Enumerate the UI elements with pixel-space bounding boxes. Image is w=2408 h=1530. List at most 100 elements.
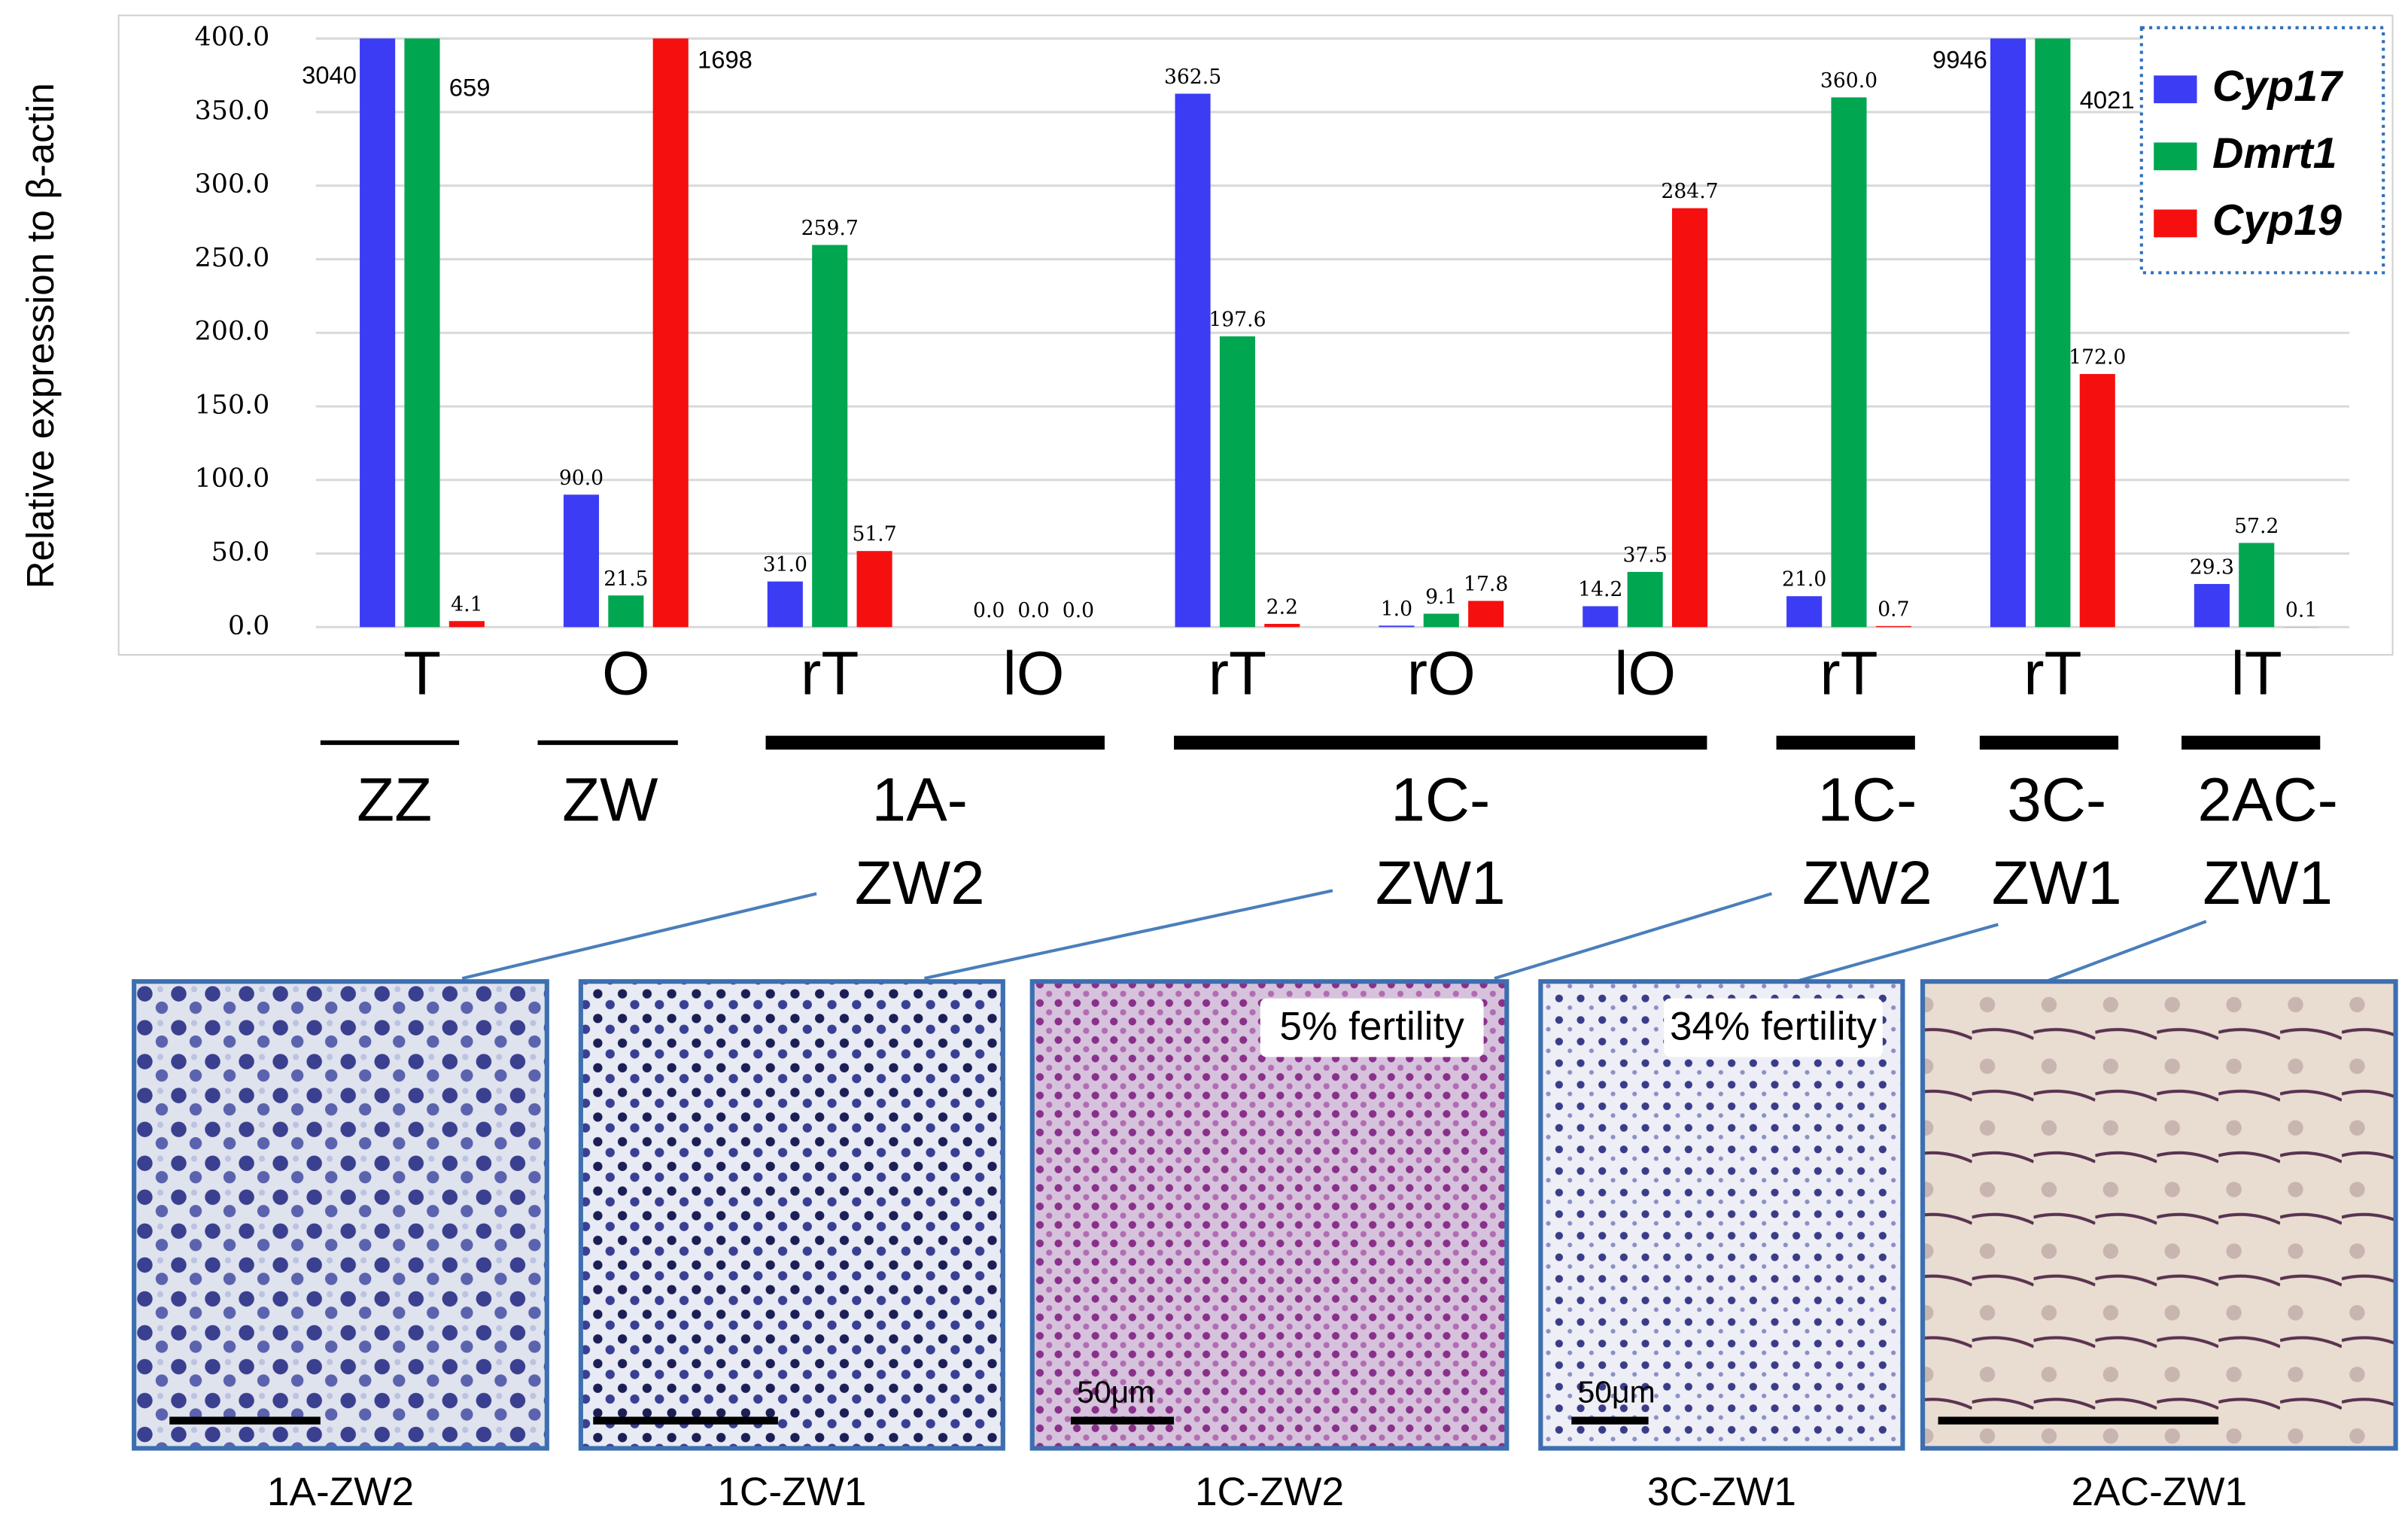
y-tick-label: 50.0 <box>211 537 269 567</box>
histology-image <box>1029 979 1510 1451</box>
group-label: 1A- <box>872 765 968 834</box>
value-label: 29.3 <box>2190 556 2234 579</box>
bar <box>448 621 485 628</box>
y-tick-label: 200.0 <box>195 317 270 347</box>
scale-label: 50μm <box>1577 1375 1655 1410</box>
bar <box>1875 625 1911 628</box>
panel-caption: 1C-ZW2 <box>1195 1470 1344 1514</box>
bar <box>1627 571 1663 628</box>
x-tick-label: rT <box>1209 639 1266 707</box>
connectors <box>461 889 2207 988</box>
y-tick-label: 0.0 <box>228 611 269 641</box>
value-label: 197.6 <box>1209 308 1266 331</box>
histology-image <box>132 979 549 1451</box>
value-label: 37.5 <box>1623 543 1668 567</box>
x-tick-label: lO <box>1614 639 1676 707</box>
legend-label: Dmrt1 <box>2212 129 2337 178</box>
note: 5% fertility <box>1279 1005 1464 1049</box>
value-label: 0.0 <box>973 599 1005 622</box>
group-label: ZW1 <box>1376 849 1506 917</box>
group-label: 3C- <box>2007 765 2106 834</box>
bar <box>1583 606 1619 628</box>
bar <box>608 595 644 628</box>
value-label: 659 <box>449 73 491 101</box>
bar <box>1175 93 1211 628</box>
note: 34% fertility <box>1670 1005 1877 1049</box>
bar <box>652 38 689 628</box>
group-label: 1C- <box>1817 765 1917 834</box>
connector <box>461 892 817 981</box>
value-label: 284.7 <box>1661 180 1718 203</box>
bar <box>1786 596 1823 628</box>
connector <box>923 889 1333 981</box>
value-label: 1.0 <box>1381 598 1412 621</box>
x-tick-label: rT <box>2023 639 2081 707</box>
legend-swatch <box>2154 142 2197 171</box>
connector <box>1779 923 1999 988</box>
bar <box>767 581 803 628</box>
bar <box>2194 583 2230 628</box>
bar <box>1671 208 1708 628</box>
legend-swatch <box>2154 75 2197 104</box>
y-tick-label: 150.0 <box>195 390 270 420</box>
x-tick-label: lO <box>1003 639 1065 707</box>
panel-caption: 1A-ZW2 <box>267 1470 414 1514</box>
y-axis-label: Relative expression to β-actin <box>19 83 62 589</box>
bar <box>1379 625 1415 628</box>
group-label: 1C- <box>1391 765 1490 834</box>
x-tick-label: lT <box>2231 639 2282 707</box>
group-label: 2AC- <box>2197 765 2338 834</box>
group-label: ZW <box>562 765 658 834</box>
y-tick-label: 400.0 <box>195 23 270 53</box>
histology-image <box>578 979 1005 1451</box>
value-label: 1698 <box>698 46 752 74</box>
legend-label: Cyp17 <box>2212 62 2344 111</box>
panel-caption: 1C-ZW1 <box>717 1470 866 1514</box>
panel-caption: 3C-ZW1 <box>1647 1470 1796 1514</box>
value-label: 31.0 <box>763 553 807 576</box>
y-tick-label: 250.0 <box>195 243 270 273</box>
value-label: 90.0 <box>559 467 604 490</box>
bar <box>812 245 848 628</box>
value-label: 0.0 <box>1063 599 1094 622</box>
y-tick-label: 100.0 <box>195 464 270 494</box>
bar <box>1264 623 1300 628</box>
x-tick-label: rT <box>801 639 859 707</box>
x-tick-label: T <box>403 639 441 707</box>
value-label: 172.0 <box>2069 345 2126 369</box>
bar <box>2035 38 2071 628</box>
value-label: 0.7 <box>1877 598 1909 621</box>
value-label: 360.0 <box>1820 69 1877 93</box>
value-label: 259.7 <box>801 217 859 240</box>
bar <box>2239 543 2275 628</box>
y-tick-label: 300.0 <box>195 169 270 199</box>
value-label: 14.2 <box>1578 578 1622 601</box>
note-box <box>1664 998 1883 1057</box>
value-label: 21.0 <box>1782 568 1826 592</box>
value-label: 4021 <box>2080 86 2135 114</box>
value-label: 57.2 <box>2234 515 2279 538</box>
value-label: 9946 <box>1932 46 1987 74</box>
panel-caption: 2AC-ZW1 <box>2072 1470 2248 1514</box>
group-label: ZW2 <box>855 849 985 917</box>
group-label: ZW2 <box>1802 849 1932 917</box>
bar <box>360 38 396 628</box>
x-tick-label: rO <box>1407 639 1476 707</box>
legend-label: Cyp19 <box>2212 196 2342 245</box>
bar <box>1219 336 1255 628</box>
histology-image <box>1538 979 1905 1451</box>
histology-image <box>1920 979 2398 1451</box>
value-label: 4.1 <box>451 593 482 616</box>
bar <box>404 38 440 628</box>
value-label: 21.5 <box>604 567 648 591</box>
value-label: 3040 <box>302 61 357 89</box>
legend-swatch <box>2154 209 2197 238</box>
value-label: 0.1 <box>2285 599 2317 622</box>
group-label: ZW1 <box>2203 849 2333 917</box>
x-tick-label: O <box>602 639 650 707</box>
bar <box>1423 613 1459 628</box>
bar <box>563 494 600 628</box>
bar <box>1468 601 1504 628</box>
value-label: 51.7 <box>852 523 896 546</box>
